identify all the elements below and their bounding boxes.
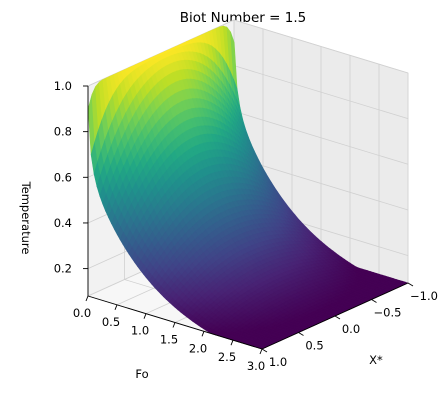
grid-line-z [233, 19, 409, 74]
fo-tick-mark [230, 339, 234, 346]
fo-tick-label: 2.5 [218, 350, 236, 364]
grid-line-z [233, 65, 409, 120]
fo-tick-mark [259, 348, 263, 355]
fo-tick-mark [143, 313, 147, 319]
fo-tick-label: 3.0 [247, 359, 265, 373]
fo-tick-label: 1.0 [131, 324, 149, 338]
z-tick-label: 0.8 [54, 125, 72, 139]
grid-line-z [233, 110, 409, 165]
grid-line-z [233, 156, 409, 211]
x-tick-mark [298, 332, 304, 336]
fo-tick-mark [114, 304, 118, 311]
x-tick-mark [371, 299, 377, 303]
fo-tick-label: 2.0 [189, 341, 207, 355]
x-tick-label: −1.0 [410, 289, 438, 303]
x-tick-label: 0.0 [342, 322, 360, 336]
fo-tick-mark [85, 295, 89, 302]
y-axis-label: X* [369, 353, 383, 367]
fo-tick-label: 1.5 [160, 333, 178, 347]
x-tick-label: 0.5 [305, 339, 323, 353]
fo-tick-mark [201, 331, 205, 337]
x-tick-mark [261, 348, 268, 353]
z-axis-label: Temperature [19, 181, 33, 255]
temperature-surface [87, 25, 409, 350]
tick-labels: 0.0 0.5 1.0 1.5 2.0 2.5 3.0 1.0 0.5 0.0 −0.5 −1.0 0.… [54, 79, 438, 373]
x-tick-mark [334, 315, 341, 320]
x-axis-label: Fo [135, 367, 148, 381]
x-tick-label: −0.5 [374, 306, 402, 320]
fo-tick-label: 0.0 [73, 306, 91, 320]
z-tick-label: 1.0 [54, 79, 72, 93]
fo-tick-label: 0.5 [102, 315, 120, 329]
z-tick-label: 0.4 [54, 216, 72, 230]
chart-title: Biot Number = 1.5 [180, 10, 306, 26]
z-tick-label: 0.6 [54, 170, 72, 184]
fo-tick-mark [172, 322, 176, 328]
x-tick-label: 1.0 [269, 355, 287, 369]
x-tick-mark [407, 282, 414, 287]
z-tick-label: 0.2 [54, 262, 72, 276]
